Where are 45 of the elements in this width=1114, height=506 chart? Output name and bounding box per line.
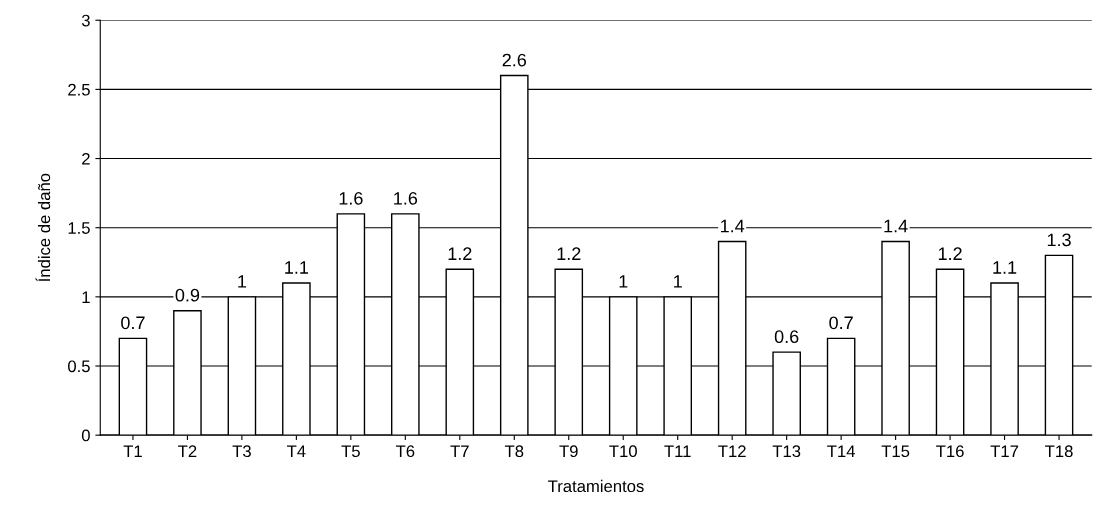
x-tick-label: T14 <box>827 445 855 457</box>
x-tick-label: T18 <box>1045 445 1073 458</box>
x-tick-label: T6 <box>395 445 415 458</box>
data-label: 1.2 <box>448 247 472 260</box>
y-tick-label: 2 <box>82 152 90 165</box>
data-label: 1 <box>238 275 247 288</box>
x-tick-label: T1 <box>123 445 142 457</box>
data-label: 1.1 <box>993 261 1017 274</box>
data-label: 1 <box>619 275 628 288</box>
data-label: 0.9 <box>175 288 200 302</box>
y-tick-label: 2.5 <box>68 83 90 96</box>
y-axis-title: Índice de daño <box>35 173 51 282</box>
data-label: 1.6 <box>394 191 418 205</box>
x-tick-label: T17 <box>990 445 1019 457</box>
x-axis-title: Tratamientos <box>548 479 644 493</box>
x-tick-label: T8 <box>504 445 524 458</box>
x-tick-label: T4 <box>287 445 306 457</box>
x-tick-label: T13 <box>772 445 801 458</box>
data-label: 0.7 <box>121 316 145 330</box>
y-tick-label: 1.5 <box>68 222 90 234</box>
x-tick-label: T7 <box>450 445 469 457</box>
x-tick-label: T9 <box>559 445 578 458</box>
y-tick-label: 1 <box>82 291 90 303</box>
data-label: 0.7 <box>829 316 853 330</box>
data-label: 1.2 <box>938 247 962 260</box>
x-tick-label: T5 <box>341 445 360 458</box>
data-label: 1 <box>674 275 682 288</box>
x-tick-label: T12 <box>718 445 746 457</box>
x-tick-label: T16 <box>936 445 964 458</box>
data-label: 1.3 <box>1047 233 1071 247</box>
y-tick-label: 0.5 <box>68 360 90 373</box>
x-tick-label: T10 <box>609 445 637 458</box>
y-tick-label: 3 <box>81 14 90 27</box>
data-label: 1.4 <box>721 219 745 233</box>
data-label: 1.6 <box>339 191 363 205</box>
y-tick-label: 0 <box>81 429 90 442</box>
data-label: 0.6 <box>774 330 799 344</box>
data-label: 2.6 <box>502 53 527 67</box>
x-tick-label: T15 <box>881 445 910 458</box>
data-label: 1.4 <box>884 219 908 233</box>
x-tick-label: T11 <box>664 445 691 457</box>
data-label: 1.2 <box>557 247 581 260</box>
x-tick-label: T3 <box>232 445 251 458</box>
x-tick-label: T2 <box>178 445 197 457</box>
data-label: 1.1 <box>285 261 309 274</box>
